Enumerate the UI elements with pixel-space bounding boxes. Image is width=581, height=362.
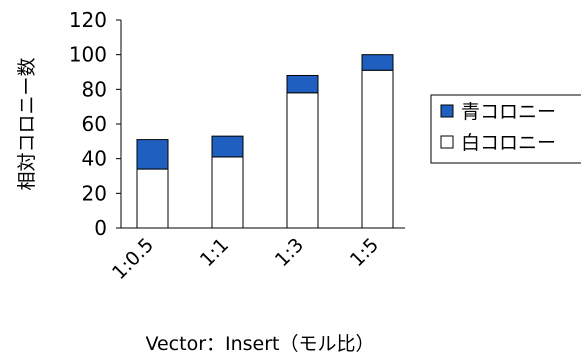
legend-label: 青コロニー (461, 101, 556, 123)
y-tick-label: 40 (82, 147, 107, 171)
x-tick-labels: 1:0.5 1:1 1:3 1:5 (108, 234, 383, 284)
bar-segment-white (211, 156, 244, 229)
x-tick-label: 1:5 (346, 234, 383, 271)
legend-swatch (440, 135, 454, 149)
legend-box (430, 94, 581, 164)
legend-swatch (440, 104, 454, 118)
y-tick-label: 100 (69, 43, 107, 67)
y-tick-label: 80 (82, 77, 107, 101)
x-tick-label: 1:1 (196, 234, 233, 271)
y-axis-title: 相対コロニー数 (16, 57, 38, 190)
legend-label: 白コロニー (461, 132, 556, 154)
bar-segment-white (136, 168, 169, 229)
y-tick-label: 60 (82, 112, 107, 136)
y-tick-label: 20 (82, 181, 107, 205)
x-tick-label: 1:3 (271, 234, 308, 271)
bar-segment-white (361, 69, 394, 229)
y-axis: 0 20 40 60 80 100 120 (69, 8, 122, 240)
bar-segment-blue (286, 74, 319, 94)
bars (136, 54, 394, 229)
y-tick-label: 0 (94, 216, 107, 240)
x-tick-label: 1:0.5 (108, 234, 158, 284)
y-tick-label: 120 (69, 8, 107, 32)
bar-segment-blue (136, 139, 169, 170)
bar-segment-blue (211, 135, 244, 158)
x-axis-title: Vector：Insert（モル比） (145, 333, 374, 355)
bar-segment-white (286, 92, 319, 229)
bar-segment-blue (361, 54, 394, 71)
